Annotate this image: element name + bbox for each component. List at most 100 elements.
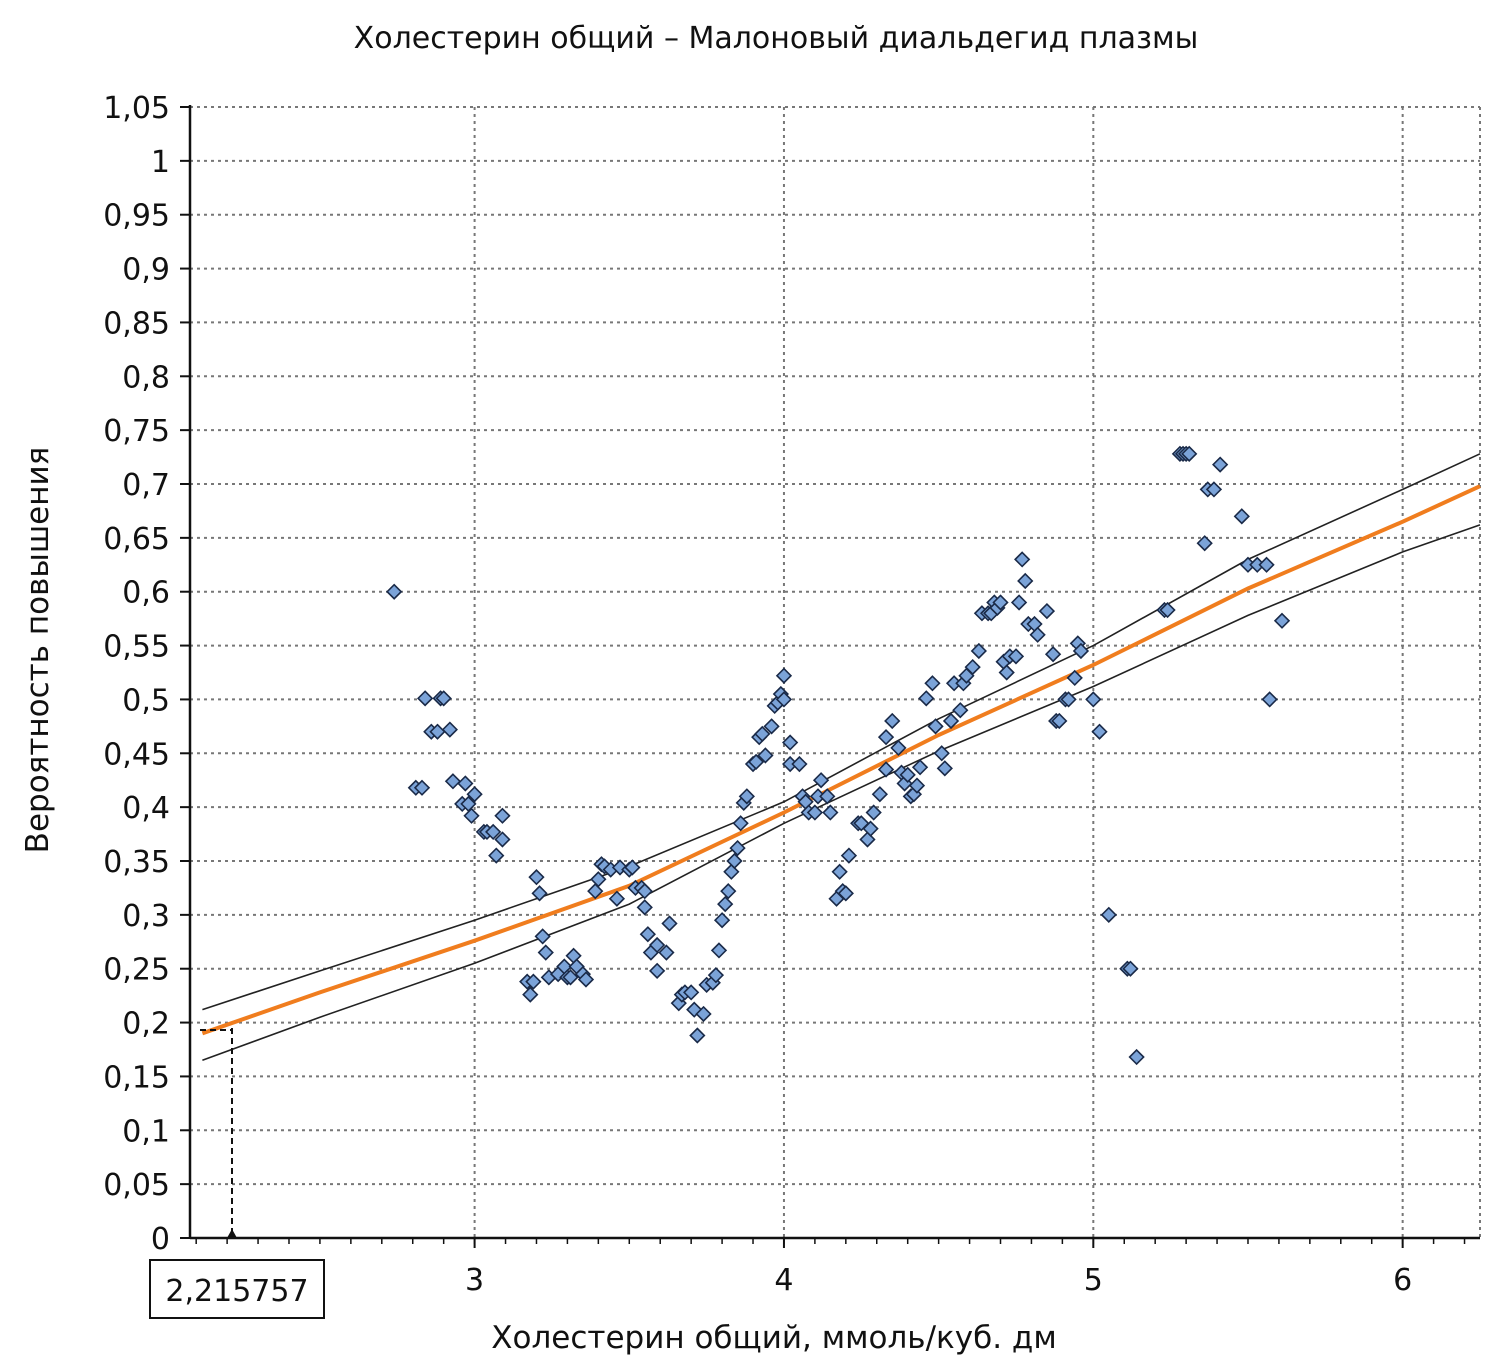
scatter-point xyxy=(729,839,746,857)
lower-confidence-band xyxy=(202,524,1481,1062)
confidence-bands xyxy=(202,453,1481,1062)
scatter-point xyxy=(933,745,950,762)
scatter-point xyxy=(488,847,505,864)
scatter-point xyxy=(658,944,675,961)
scatter-point xyxy=(936,760,953,777)
scatter-point xyxy=(695,1005,712,1023)
scatter-point xyxy=(970,642,987,660)
scatter-point xyxy=(636,883,653,900)
scatter-point xyxy=(775,691,793,708)
grid-lines xyxy=(190,106,1481,1238)
scatter-point xyxy=(1085,691,1102,708)
scatter-point xyxy=(386,583,403,600)
scatter-point xyxy=(577,971,595,988)
fit-line xyxy=(201,484,1481,1036)
y-tick-label: 0,25 xyxy=(103,953,170,988)
scatter-point xyxy=(485,823,502,841)
scatter-point xyxy=(1122,960,1139,977)
scatter-point xyxy=(812,772,830,789)
scatter-point xyxy=(413,779,431,796)
scatter-point xyxy=(689,1027,706,1044)
scatter-point xyxy=(590,871,607,888)
y-tick-label: 0,2 xyxy=(122,1007,170,1042)
cursor-readout-box[interactable]: 2,215757 xyxy=(149,1259,325,1319)
scatter-point xyxy=(775,667,793,684)
scatter-point xyxy=(1060,691,1077,708)
scatter-point xyxy=(537,944,554,961)
scatter-point xyxy=(435,690,452,707)
scatter-point xyxy=(713,912,731,929)
scatter-point xyxy=(806,804,824,821)
scatter-point xyxy=(763,718,780,735)
x-tick-label: 5 xyxy=(1084,1263,1103,1298)
y-tick-label: 0,6 xyxy=(122,576,170,611)
scatter-point xyxy=(1196,535,1213,552)
scatter-point xyxy=(416,690,434,707)
y-tick-label: 0,35 xyxy=(103,845,170,880)
scatter-point xyxy=(717,895,734,913)
scatter-point xyxy=(837,885,854,902)
y-tick-label: 0,75 xyxy=(103,414,170,449)
scatter-point xyxy=(587,883,604,900)
scatter-point xyxy=(732,815,749,832)
scatter-point xyxy=(738,788,755,805)
scatter-point xyxy=(877,761,895,778)
y-tick-label: 0,3 xyxy=(122,899,170,934)
scatter-point xyxy=(952,702,969,719)
scatter-point xyxy=(522,986,539,1003)
scatter-point xyxy=(1091,723,1108,740)
scatter-point xyxy=(840,847,858,864)
cursor-readout-frame xyxy=(149,1259,325,1319)
scatter-point xyxy=(466,786,483,803)
scatter-point xyxy=(707,967,725,984)
y-tick-label: 0,4 xyxy=(122,791,170,826)
scatter-point xyxy=(1044,646,1062,663)
y-axis-label: Вероятность повышения xyxy=(20,447,56,854)
scatter-point xyxy=(865,804,882,821)
axes xyxy=(180,105,1480,1248)
scatter-point xyxy=(463,807,480,824)
scatter-point xyxy=(754,725,771,743)
scatter-point xyxy=(1017,572,1034,590)
scatter-point xyxy=(1159,601,1176,619)
scatter-point xyxy=(528,869,545,886)
y-tick-label: 0,85 xyxy=(103,306,170,341)
scatter-point xyxy=(444,773,462,790)
scatter-point xyxy=(726,852,743,870)
scatter-point xyxy=(1072,642,1090,660)
y-tick-label: 0,55 xyxy=(103,630,170,665)
scatter-point xyxy=(1205,481,1223,498)
y-tick-label: 1,05 xyxy=(103,91,170,126)
chart-title: Холестерин общий – Малоновый диальдегид … xyxy=(354,21,1199,56)
y-tick-label: 0,5 xyxy=(122,683,170,718)
scatter-point xyxy=(710,942,728,959)
scatter-point xyxy=(531,885,548,902)
cursor-marker xyxy=(200,1027,237,1238)
scatter-point xyxy=(871,786,888,803)
scatter-point xyxy=(494,807,511,824)
x-tick-label: 4 xyxy=(774,1263,793,1298)
scatter-point xyxy=(1128,1048,1145,1066)
scatter-point xyxy=(908,777,926,794)
scatter-point xyxy=(862,820,879,837)
scatter-points xyxy=(386,445,1291,1066)
y-tick-label: 0,9 xyxy=(122,253,170,288)
scatter-point xyxy=(648,962,666,980)
scatter-point xyxy=(822,804,839,821)
y-tick-label: 0,65 xyxy=(103,522,170,557)
scatter-point xyxy=(877,728,895,746)
scatter-point xyxy=(534,928,551,945)
scatter-point xyxy=(1007,648,1025,665)
y-tick-label: 0,8 xyxy=(122,360,170,395)
scatter-point xyxy=(1273,612,1291,629)
scatter-point xyxy=(1014,551,1031,568)
scatter-point xyxy=(608,890,626,907)
scatter-point xyxy=(686,1001,703,1018)
scatter-point xyxy=(1029,626,1046,643)
x-tick-labels: 3 4 5 6 xyxy=(465,1263,1412,1298)
scatter-point xyxy=(525,973,542,990)
y-tick-label: 0,95 xyxy=(103,199,170,234)
scatter-point xyxy=(1212,456,1229,473)
scatter-point xyxy=(1258,556,1275,573)
